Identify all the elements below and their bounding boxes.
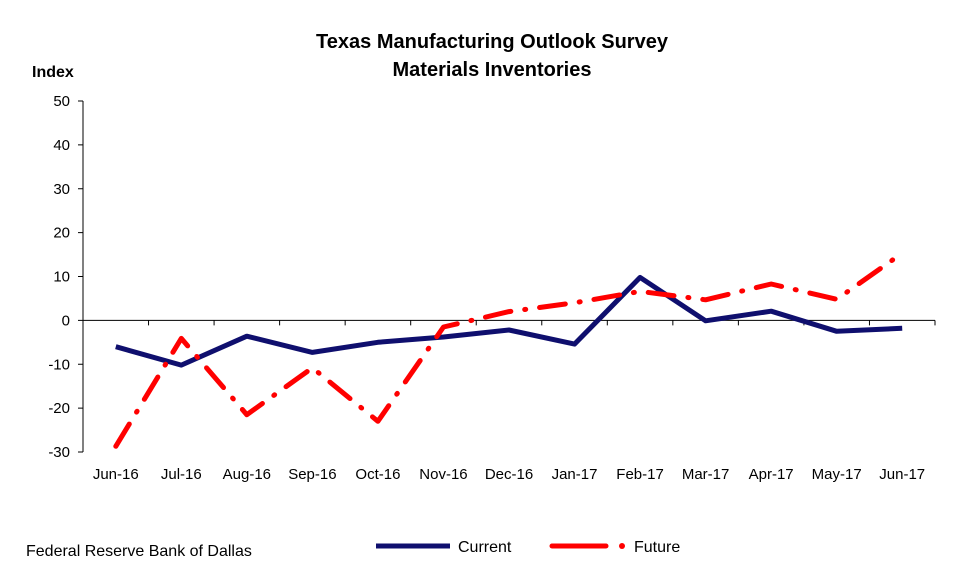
x-tick-label: Jul-16: [161, 466, 202, 483]
y-tick-label: 20: [53, 225, 70, 242]
series-line-future: [113, 250, 905, 449]
x-axis: Jun-16 Jul-16 Aug-16 Sep-16 Oct-16 Nov-16 Dec-…: [82, 319, 936, 483]
x-tick-label: Oct-16: [355, 466, 400, 483]
x-tick-label: Apr-17: [749, 466, 794, 483]
y-tick-label: 50: [53, 93, 70, 110]
chart-title: Texas Manufacturing Outlook Survey: [316, 31, 669, 53]
y-axis: 50 40 30 20 10 0 -10 -20 -30: [48, 93, 84, 461]
x-tick-label: Jan-17: [552, 466, 598, 483]
legend-label-future: Future: [634, 539, 680, 556]
x-tick-label: Jun-16: [93, 466, 139, 483]
legend-swatch-future-dot: [619, 543, 625, 549]
x-tick-label: Nov-16: [419, 466, 467, 483]
y-tick-label: 10: [53, 269, 70, 286]
source-note: Federal Reserve Bank of Dallas: [26, 543, 252, 560]
y-tick-label: -10: [48, 356, 70, 373]
y-tick-label: 30: [53, 181, 70, 198]
chart-subtitle: Materials Inventories: [393, 59, 592, 81]
x-tick-label: Aug-16: [223, 466, 271, 483]
x-tick-label: Jun-17: [879, 466, 925, 483]
series-layer: [113, 250, 905, 449]
x-tick-label: Feb-17: [616, 466, 664, 483]
y-tick-label: -30: [48, 444, 70, 461]
series-line-current: [115, 274, 903, 368]
x-tick-label: Sep-16: [288, 466, 336, 483]
x-tick-label: Dec-16: [485, 466, 533, 483]
x-tick-label: Mar-17: [682, 466, 730, 483]
y-axis-label: Index: [32, 64, 74, 81]
y-tick-label: 0: [62, 312, 70, 329]
legend: Current Future: [376, 539, 680, 556]
y-tick-label: -20: [48, 400, 70, 417]
y-tick-label: 40: [53, 137, 70, 154]
x-tick-label: May-17: [812, 466, 862, 483]
legend-label-current: Current: [458, 539, 512, 556]
